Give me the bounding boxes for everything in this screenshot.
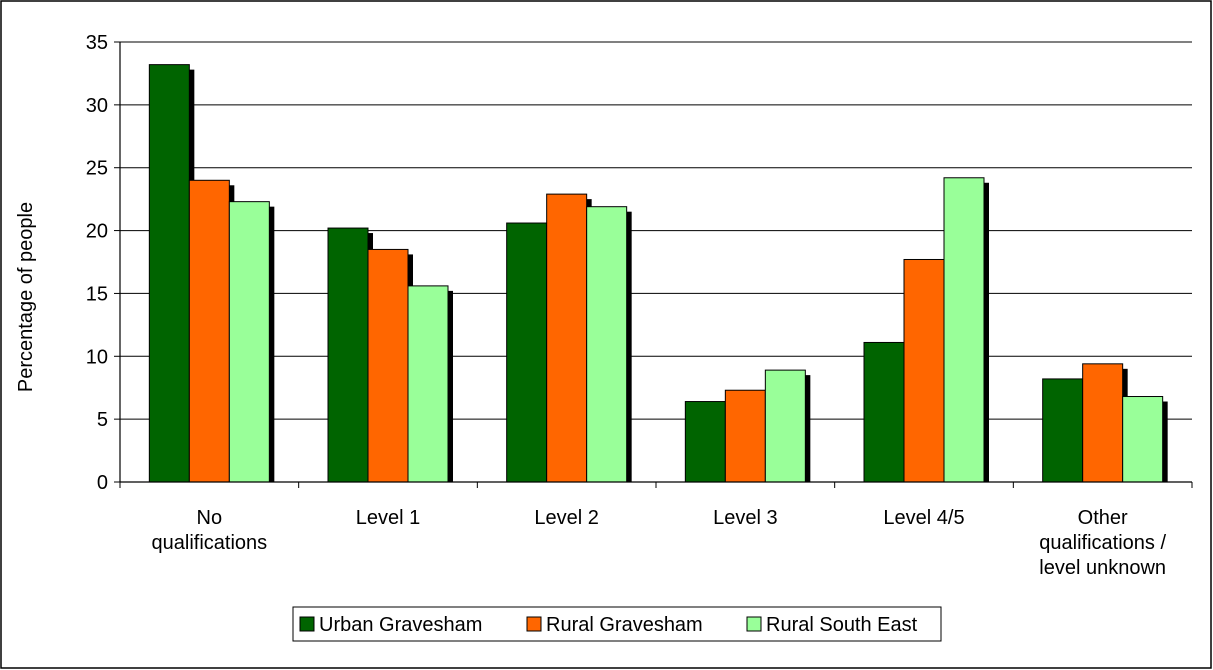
y-tick-label: 30 [86,95,108,117]
x-tick-label: Other [1078,507,1128,529]
x-tick-label: qualifications / [1039,532,1166,554]
x-tick-label: Level 2 [534,507,599,529]
y-tick-labels: 0 5 10 15 20 25 30 35 [86,32,108,494]
y-tick-label: 25 [86,158,108,180]
y-tick-label: 0 [97,472,108,494]
bar-urban-gravesham-no-qualifications [148,64,190,483]
bar-rural-south-east-level-4-5 [943,177,985,483]
bar-urban-gravesham-level-3 [684,401,726,483]
x-tick-label: No [197,507,223,529]
legend-swatch-urban-gravesham [299,616,315,632]
legend-swatch-rural-gravesham [526,616,542,632]
x-tick-label: Level 4/5 [883,507,964,529]
x-tick-labels: No qualifications Level 1 Level 2 Level 3 Lev… [152,507,1167,579]
y-axis-label: Percentage of people [15,202,37,392]
bar-rural-gravesham-level-1 [367,248,409,483]
x-tick-label: Level 1 [356,507,421,529]
gridlines [120,41,1192,420]
bars [148,64,1168,483]
bar-urban-gravesham-level-1 [327,227,369,483]
bar-rural-south-east-level-2 [586,206,628,483]
x-tick-label: qualifications [152,532,268,554]
bar-rural-gravesham-no-qualifications [188,179,230,483]
y-tick-label: 15 [86,283,108,305]
legend-label-rural-south-east: Rural South East [766,614,918,636]
bar-rural-gravesham-level-2 [546,193,588,483]
y-tick-label: 35 [86,32,108,54]
bar-rural-south-east-level-3 [764,369,806,483]
y-tick-label: 20 [86,221,108,243]
legend-box [292,606,942,642]
bar-rural-south-east-other-qualifications-level-unknown [1122,396,1164,483]
bar-rural-gravesham-level-3 [724,389,766,483]
bar-urban-gravesham-level-2 [506,222,548,483]
bar-rural-south-east-level-1 [407,285,449,483]
bar-rural-gravesham-other-qualifications-level-unknown [1082,363,1124,483]
legend-swatch-rural-south-east [746,616,762,632]
bar-rural-gravesham-level-4-5 [903,258,945,483]
legend-label-urban-gravesham: Urban Gravesham [319,614,482,636]
bar-urban-gravesham-level-4-5 [863,341,905,483]
x-tick-label: Level 3 [713,507,778,529]
y-tick-label: 10 [86,346,108,368]
y-tick-label: 5 [97,409,108,431]
axes [114,41,1193,488]
legend: Urban Gravesham Rural Gravesham Rural Sout… [292,606,942,642]
legend-label-rural-gravesham: Rural Gravesham [546,614,703,636]
bar-urban-gravesham-other-qualifications-level-unknown [1042,378,1084,483]
x-tick-label: level unknown [1039,557,1166,579]
bar-rural-south-east-no-qualifications [228,201,270,483]
